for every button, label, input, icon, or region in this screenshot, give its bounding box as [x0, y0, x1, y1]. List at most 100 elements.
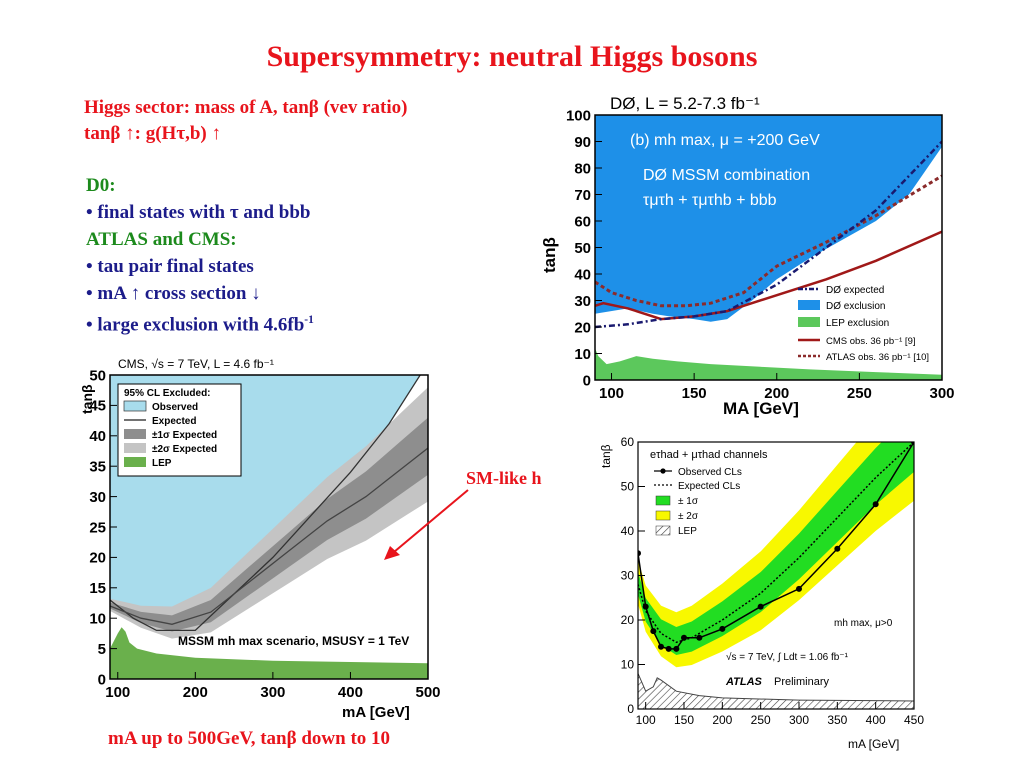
atlas-legend-observed: Observed CLs — [678, 467, 742, 478]
atlas-lep-area — [638, 673, 914, 709]
atlas-ylabel: tanβ — [599, 444, 613, 468]
atlas-xtick-label: 400 — [866, 713, 886, 727]
atlas-channels-label: eτhad + μτhad channels — [650, 449, 768, 461]
atlas-observed-point — [658, 643, 664, 650]
atlas-ytick-label: 10 — [621, 658, 635, 672]
d0-legend-exclusion: DØ exclusion — [826, 301, 885, 312]
cms-legend-1sigma: ±1σ Expected — [152, 430, 217, 441]
d0-xtick-label: 200 — [764, 385, 789, 402]
d0-panel-line-3: τμτh + τμτhb + bbb — [643, 192, 777, 209]
d0-xtick-label: 300 — [929, 385, 954, 402]
cms-legend-swatch-1sigma — [124, 429, 146, 439]
cms-chart: 100 200 300 400 500 0 5 10 15 20 25 30 35 40 45 50 CMS,… — [79, 357, 441, 721]
cms-legend-swatch-lep — [124, 457, 146, 467]
atlas-xtick-label: 200 — [712, 713, 732, 727]
atlas-mhmax-label: mh max, μ>0 — [834, 618, 893, 629]
atlas-legend-marker-observed — [660, 468, 666, 474]
intro-line-1: Higgs sector: mass of A, tanβ (vev ratio… — [84, 97, 408, 118]
cms-ytick-label: 10 — [89, 610, 106, 627]
d0-ytick-label: 70 — [574, 187, 591, 204]
lhc-bullet-3-sup: -1 — [304, 314, 314, 326]
cms-ytick-label: 25 — [89, 519, 106, 536]
atlas-xtick-label: 150 — [674, 713, 694, 727]
cms-ytick-label: 40 — [89, 428, 106, 445]
cms-xtick-label: 100 — [105, 684, 130, 701]
cms-xtick-label: 500 — [415, 684, 440, 701]
atlas-observed-points — [638, 442, 914, 652]
cms-ytick-label: 20 — [89, 550, 106, 567]
atlas-legend-1sigma: ± 1σ — [678, 496, 699, 507]
atlas-chart-panel: 100 150 200 250 300 350 400 450 0 10 20 30 40 50 60 eτ… — [598, 428, 938, 760]
d0-ytick-label: 90 — [574, 134, 591, 151]
d0-chart: 100 150 200 250 300 0 10 20 30 40 50 60 70 80 90 100 DØ… — [540, 94, 955, 418]
d0-legend-atlas: ATLAS obs. 36 pb⁻¹ [10] — [826, 352, 929, 363]
atlas-ytick-label: 0 — [627, 702, 634, 716]
cms-xlabel: mA [GeV] — [342, 704, 410, 721]
intro-line-2: tanβ ↑: g(Hτ,b) ↑ — [84, 123, 221, 144]
d0-xtick-label: 100 — [599, 385, 624, 402]
cms-legend-lep: LEP — [152, 458, 172, 469]
cms-xtick-label: 400 — [338, 684, 363, 701]
sm-like-h-label: SM-like h — [466, 468, 542, 488]
atlas-observed-point — [665, 645, 672, 652]
atlas-observed-point — [757, 603, 764, 610]
d0-xtick-label: 150 — [682, 385, 707, 402]
atlas-ytick-label: 40 — [621, 524, 635, 538]
atlas-observed-point — [638, 550, 641, 557]
d0-ytick-label: 30 — [574, 293, 591, 310]
cms-legend-title: 95% CL Excluded: — [124, 388, 211, 399]
atlas-legend-2sigma: ± 2σ — [678, 511, 699, 522]
cms-legend-observed: Observed — [152, 402, 198, 413]
cms-scenario-label: MSSM mh max scenario, MSUSY = 1 TeV — [178, 634, 409, 648]
d0-panel-line-1: (b) mh max, μ = +200 GeV — [630, 132, 820, 149]
d0-ytick-label: 100 — [566, 107, 591, 124]
cms-ticks: 100 200 300 400 500 0 5 10 15 20 25 30 35 40 45 50 — [89, 367, 440, 701]
atlas-xlabel: mA [GeV] — [848, 737, 899, 751]
d0-ticks: 100 150 200 250 300 0 10 20 30 40 50 60 70 80 90 100 — [566, 107, 955, 402]
d0-ytick-label: 80 — [574, 160, 591, 177]
lhc-bullet-2: • mA ↑ cross section ↓ — [86, 283, 261, 304]
d0-ytick-label: 0 — [583, 372, 591, 389]
cms-ytick-label: 35 — [89, 458, 106, 475]
cms-ytick-label: 30 — [89, 489, 106, 506]
cms-xtick-label: 300 — [260, 684, 285, 701]
d0-legend-cms: CMS obs. 36 pb⁻¹ [9] — [826, 336, 916, 347]
d0-legend-lep: LEP exclusion — [826, 318, 889, 329]
d0-ytick-label: 20 — [574, 319, 591, 336]
d0-bullet: • final states with τ and bbb — [86, 202, 311, 223]
atlas-xtick-label: 300 — [789, 713, 809, 727]
atlas-preliminary-label: Preliminary — [774, 676, 830, 688]
cms-legend-swatch-observed — [123, 400, 147, 412]
cms-ytick-label: 15 — [89, 580, 106, 597]
bottom-caption: mA up to 500GeV, tanβ down to 10 — [108, 728, 391, 749]
cms-ytick-label: 50 — [89, 367, 106, 384]
cms-legend-2sigma: ±2σ Expected — [152, 444, 217, 455]
d0-expected-line — [595, 140, 942, 329]
cms-observed-line — [110, 375, 421, 632]
lhc-heading: ATLAS and CMS: — [86, 229, 237, 250]
atlas-observed-point — [650, 628, 657, 635]
slide-title: Supersymmetry: neutral Higgs bosons — [266, 40, 758, 73]
atlas-xtick-label: 100 — [636, 713, 656, 727]
d0-panel-line-2: DØ MSSM combination — [643, 167, 810, 184]
d0-heading: D0: — [86, 175, 116, 196]
arrow-head — [384, 546, 400, 560]
atlas-chart: 100 150 200 250 300 350 400 450 0 10 20 30 40 50 60 eτ… — [599, 435, 924, 751]
atlas-observed-point — [911, 442, 914, 445]
sm-like-h-arrow — [384, 489, 469, 560]
cms-lep-area — [110, 627, 428, 679]
d0-xlabel: MA [GeV] — [723, 399, 799, 418]
atlas-legend-lep: LEP — [678, 526, 697, 537]
cms-legend-swatch-2sigma — [124, 443, 146, 453]
bullet-list: D0: • final states with τ and bbb ATLAS … — [86, 172, 314, 338]
arrow-shaft — [393, 489, 469, 553]
d0-title: DØ, L = 5.2-7.3 fb⁻¹ — [610, 94, 760, 113]
atlas-ytick-label: 60 — [621, 435, 635, 449]
cms-xtick-label: 200 — [183, 684, 208, 701]
atlas-legend: Observed CLs Expected CLs ± 1σ ± 2σ LEP — [654, 467, 742, 537]
atlas-xtick-label: 250 — [751, 713, 771, 727]
cms-title: CMS, √s = 7 TeV, L = 4.6 fb⁻¹ — [118, 357, 274, 371]
d0-ytick-label: 10 — [574, 346, 591, 363]
atlas-energy-label: √s = 7 TeV, ∫ Ldt = 1.06 fb⁻¹ — [726, 651, 849, 663]
cms-ytick-label: 0 — [98, 671, 106, 688]
